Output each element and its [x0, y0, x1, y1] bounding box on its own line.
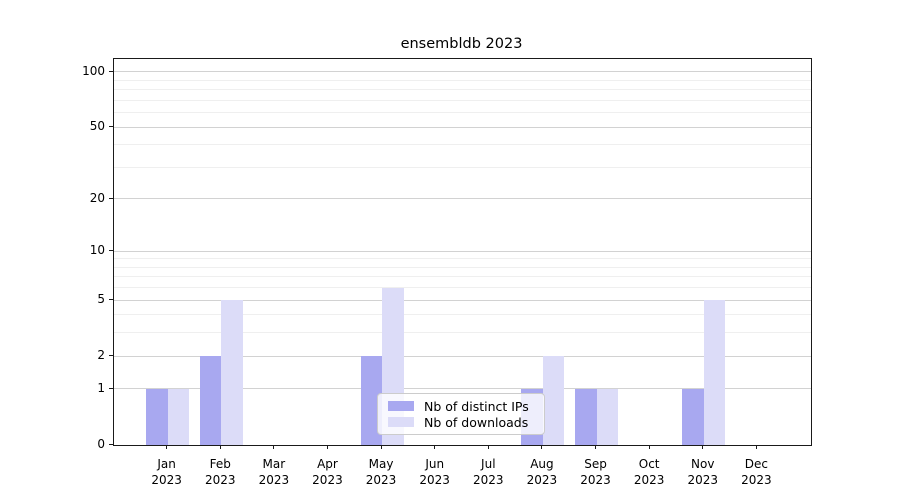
- y-tick-label: 50: [89, 119, 105, 134]
- gridline-minor: [114, 332, 811, 334]
- y-tick: [109, 387, 113, 389]
- bar-distinct-ips: [199, 356, 222, 445]
- gridline-minor: [114, 99, 811, 101]
- bar-downloads: [167, 388, 190, 445]
- y-tick-label: 1: [97, 380, 105, 395]
- x-tick-label: Nov 2023: [687, 457, 719, 487]
- legend-label: Nb of distinct IPs: [424, 398, 529, 414]
- gridline-major: [114, 250, 811, 252]
- chart-title: ensembldb 2023: [400, 36, 523, 52]
- legend-swatch-downloads: [388, 417, 414, 427]
- x-tick: [219, 445, 221, 449]
- gridline-minor: [114, 287, 811, 289]
- bar-distinct-ips: [682, 388, 704, 445]
- x-tick-label: Dec 2023: [741, 457, 772, 487]
- gridline-minor: [114, 144, 811, 146]
- bar-distinct-ips: [146, 388, 168, 445]
- x-tick: [595, 445, 597, 449]
- legend-label: Nb of downloads: [424, 414, 529, 430]
- bar-distinct-ips: [360, 356, 383, 445]
- bar-distinct-ips: [575, 388, 597, 445]
- x-tick: [702, 445, 704, 449]
- y-tick: [109, 126, 113, 128]
- gridline-minor: [114, 258, 811, 260]
- y-tick-label: 2: [97, 348, 105, 363]
- x-tick: [326, 445, 328, 449]
- gridline-major: [114, 299, 811, 301]
- gridline-major: [114, 126, 811, 128]
- x-tick-label: May 2023: [365, 457, 397, 487]
- y-tick: [109, 299, 113, 301]
- gridline-minor: [114, 266, 811, 268]
- y-tick: [109, 444, 113, 445]
- bar-downloads: [221, 300, 243, 445]
- gridline-minor: [114, 79, 811, 81]
- x-tick-label: Jul 2023: [473, 457, 504, 487]
- legend-swatch-distinct-ips: [388, 401, 414, 411]
- gridline-minor: [114, 166, 811, 168]
- x-tick-label: Feb 2023: [204, 457, 236, 487]
- y-tick: [109, 355, 113, 357]
- x-tick: [166, 445, 168, 449]
- x-tick: [755, 445, 757, 449]
- bar-downloads: [703, 300, 726, 445]
- x-tick-label: Apr 2023: [312, 457, 343, 487]
- x-tick-label: Aug 2023: [526, 457, 558, 487]
- x-tick: [487, 445, 489, 449]
- x-tick-label: Jun 2023: [419, 457, 450, 487]
- y-tick: [109, 250, 113, 252]
- bar-downloads: [542, 356, 565, 445]
- x-tick: [380, 445, 382, 449]
- gridline-major: [114, 198, 811, 200]
- gridline-minor: [114, 89, 811, 91]
- x-tick: [541, 445, 543, 449]
- y-tick-label: 20: [89, 190, 105, 205]
- x-tick: [648, 445, 650, 449]
- plot-area: [113, 58, 812, 446]
- x-tick-label: Mar 2023: [258, 457, 290, 487]
- gridline-major: [114, 388, 811, 390]
- y-tick-label: 0: [97, 437, 105, 451]
- x-tick: [273, 445, 275, 449]
- legend: Nb of distinct IPs Nb of downloads: [377, 393, 545, 435]
- gridline-major: [114, 355, 811, 357]
- gridline-minor: [114, 276, 811, 278]
- gridline-minor: [114, 112, 811, 114]
- legend-item: Nb of distinct IPs: [388, 398, 536, 414]
- x-tick-label: Oct 2023: [633, 457, 665, 487]
- y-tick: [109, 70, 113, 72]
- y-tick-label: 5: [97, 292, 105, 307]
- x-tick-label: Jan 2023: [151, 457, 182, 487]
- gridline-minor: [114, 314, 811, 316]
- y-tick-label: 10: [89, 243, 105, 258]
- gridline-major: [114, 71, 811, 73]
- y-tick: [109, 197, 113, 199]
- x-tick: [434, 445, 436, 449]
- bar-downloads: [596, 388, 618, 445]
- y-tick-label: 100: [82, 63, 105, 78]
- legend-item: Nb of downloads: [388, 414, 536, 430]
- x-tick-label: Sep 2023: [580, 457, 611, 487]
